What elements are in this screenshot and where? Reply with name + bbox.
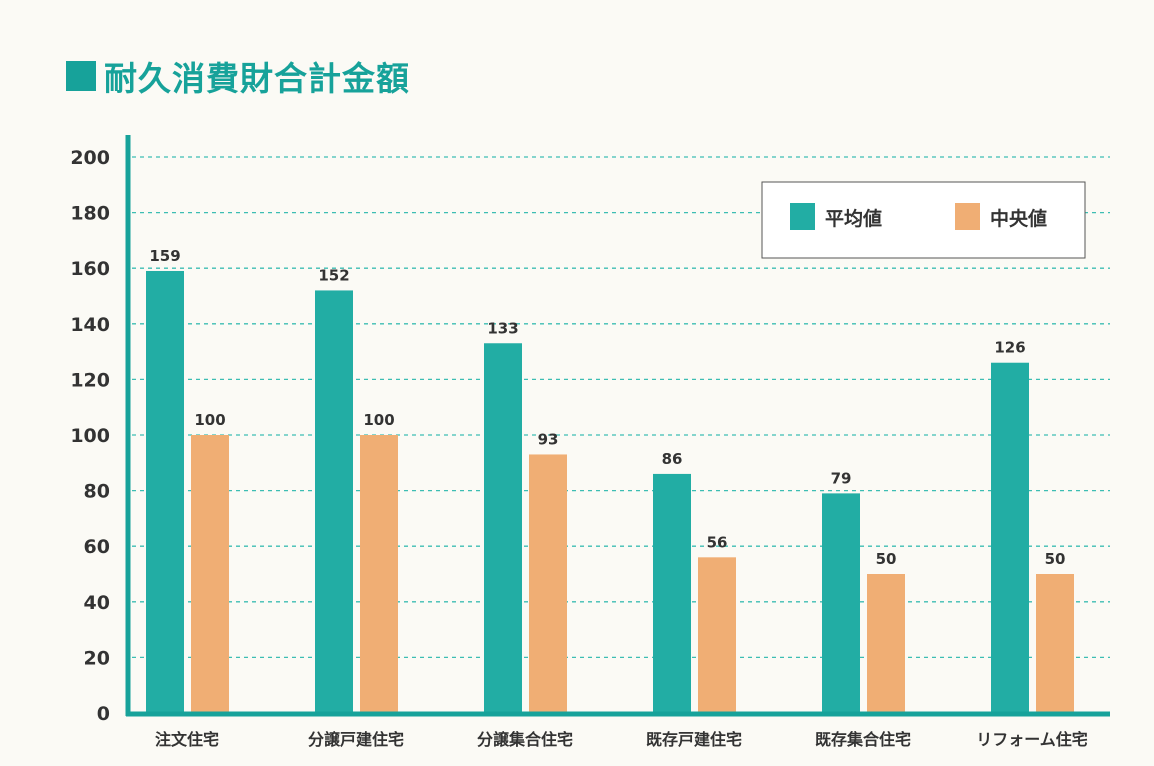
y-tick-label: 100 — [70, 425, 110, 447]
x-tick-label: 既存戸建住宅 — [646, 730, 742, 749]
data-label: 159 — [149, 247, 180, 265]
bar-median — [191, 435, 229, 713]
bar-mean — [822, 493, 860, 713]
data-label: 133 — [487, 319, 518, 337]
chart-title: 耐久消費財合計金額 — [66, 52, 410, 100]
y-tick-label: 200 — [70, 147, 110, 169]
legend-swatch — [790, 203, 815, 230]
y-tick-label: 180 — [70, 203, 110, 225]
bar-median — [529, 454, 567, 713]
title-square-icon — [66, 61, 96, 91]
x-tick-label: リフォーム住宅 — [976, 730, 1088, 749]
y-tick-label: 40 — [84, 592, 110, 614]
y-tick-label: 80 — [84, 481, 110, 503]
data-label: 56 — [707, 533, 728, 551]
y-tick-label: 120 — [70, 369, 110, 391]
legend-swatch — [955, 203, 980, 230]
data-label: 93 — [538, 430, 559, 448]
y-tick-label: 20 — [84, 647, 110, 669]
bar-median — [867, 574, 905, 713]
legend-box — [761, 181, 1086, 259]
data-label: 100 — [194, 411, 225, 429]
bar-median — [698, 557, 736, 713]
bar-median — [1036, 574, 1074, 713]
data-label: 50 — [876, 550, 897, 568]
data-label: 152 — [318, 266, 349, 284]
data-label: 100 — [363, 411, 394, 429]
y-tick-label: 160 — [70, 258, 110, 280]
x-tick-label: 分譲戸建住宅 — [308, 730, 404, 749]
y-tick-label: 60 — [84, 536, 110, 558]
y-tick-label: 0 — [97, 703, 110, 725]
x-tick-label: 分譲集合住宅 — [477, 730, 573, 749]
x-tick-label: 注文住宅 — [155, 730, 219, 749]
y-tick-label: 140 — [70, 314, 110, 336]
chart-title-text: 耐久消費財合計金額 — [104, 59, 410, 98]
data-label: 86 — [662, 450, 683, 468]
x-tick-label: 既存集合住宅 — [815, 730, 911, 749]
bar-mean — [991, 362, 1029, 713]
bar-mean — [146, 270, 184, 713]
bar-median — [360, 435, 398, 713]
legend-label: 平均値 — [825, 207, 882, 230]
bar-mean — [653, 473, 691, 713]
data-label: 79 — [831, 469, 852, 487]
data-label: 126 — [994, 339, 1025, 357]
bar-mean — [315, 290, 353, 713]
data-label: 50 — [1045, 550, 1066, 568]
legend-label: 中央値 — [990, 207, 1047, 230]
bar-mean — [484, 343, 522, 713]
